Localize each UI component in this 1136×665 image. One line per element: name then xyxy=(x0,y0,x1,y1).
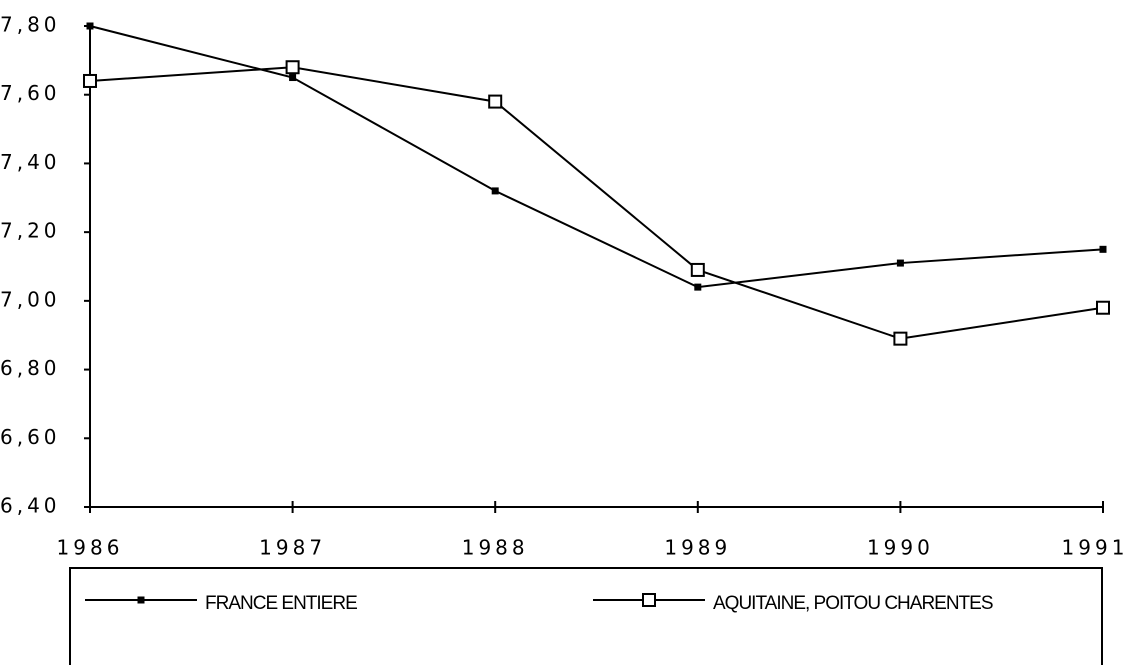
x-tick-label: 1989 xyxy=(664,536,731,560)
point xyxy=(893,331,908,346)
point xyxy=(289,74,297,82)
x-tick-label: 1987 xyxy=(259,536,326,560)
y-tick-label: 7,20 xyxy=(0,219,61,243)
series-line xyxy=(89,25,1104,289)
y-tick-label: 7,80 xyxy=(0,13,61,37)
y-tick-label: 7,40 xyxy=(0,150,61,174)
point xyxy=(491,187,499,195)
point xyxy=(488,94,503,109)
legend-label: FRANCE ENTIERE xyxy=(205,593,357,614)
x-tick-label: 1991 xyxy=(1062,536,1129,560)
x-tick-label: 1990 xyxy=(867,536,934,560)
legend-box xyxy=(69,567,1103,665)
legend-label: AQUITAINE, POITOU CHARENTES xyxy=(713,593,993,614)
x-tick-label: 1986 xyxy=(57,536,124,560)
point xyxy=(896,259,904,267)
y-tick-label: 6,60 xyxy=(0,425,61,449)
point xyxy=(690,262,705,277)
series-line xyxy=(89,66,1104,340)
point xyxy=(1099,245,1107,253)
point xyxy=(86,22,94,30)
y-tick-label: 7,00 xyxy=(0,287,61,311)
y-tick-label: 6,80 xyxy=(0,356,61,380)
y-tick-label: 7,60 xyxy=(0,81,61,105)
point xyxy=(1096,300,1110,315)
point xyxy=(83,73,97,88)
point xyxy=(285,60,300,75)
legend-marker xyxy=(642,593,656,607)
legend-marker xyxy=(137,596,145,604)
y-tick-label: 6,40 xyxy=(0,494,61,518)
point xyxy=(694,283,702,291)
x-tick-label: 1988 xyxy=(462,536,529,560)
